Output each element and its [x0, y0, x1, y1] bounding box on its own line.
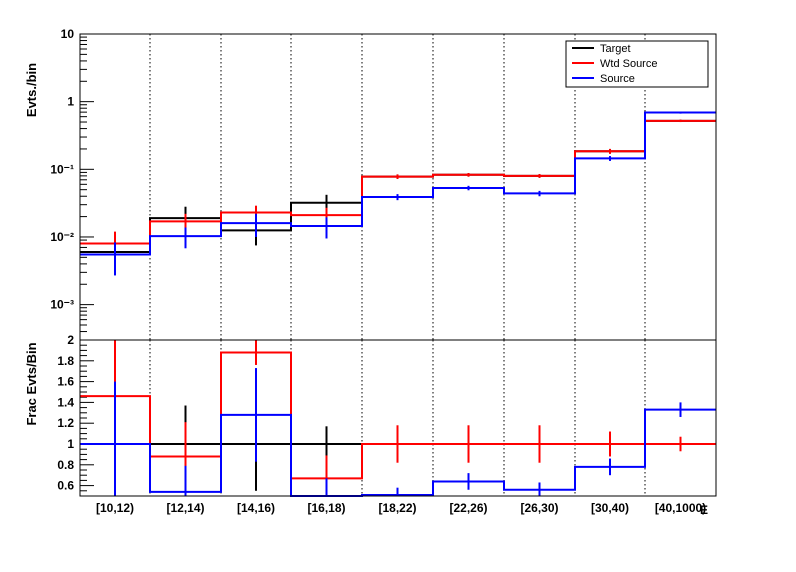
legend-entry-label: Target	[600, 43, 631, 55]
x-category-label: [22,26)	[449, 501, 487, 515]
top-series-wtd-source-line	[80, 119, 716, 245]
x-category-label: [40,1000)	[655, 501, 706, 515]
x-category-label: [12,14)	[166, 501, 204, 515]
top-y-tick-label: 10	[61, 27, 75, 41]
x-category-label: [26,30)	[520, 501, 558, 515]
x-category-label: [10,12)	[96, 501, 134, 515]
bottom-y-tick-label: 1.8	[57, 354, 74, 368]
bottom-y-tick-label: 0.8	[57, 458, 74, 472]
bottom-frame	[79, 339, 717, 497]
top-y-tick-label: 10⁻¹	[50, 162, 74, 176]
bottom-y-tick-label: 0.6	[57, 479, 74, 493]
top-y-tick-label: 10⁻²	[50, 230, 74, 244]
x-category-label: [18,22)	[378, 501, 416, 515]
bottom-y-tick-label: 1	[67, 437, 74, 451]
top-y-tick-label: 1	[67, 95, 74, 109]
bottom-panel: 2 1.8 1.6 1.4 1.2 1 0.8 0.6 Frac Evts/Bin [10,12)…	[24, 333, 717, 517]
top-y-tick-label: 10⁻³	[50, 298, 74, 312]
top-series-target-line	[80, 119, 716, 253]
x-category-label: [30,40)	[591, 501, 629, 515]
bottom-y-tick-label: 1.6	[57, 375, 74, 389]
top-panel: 10 1 10⁻¹ 10⁻² 10⁻³ Evts./bin	[24, 27, 717, 341]
legend-entry-label: Source	[600, 73, 635, 85]
x-category-label: [14,16)	[237, 501, 275, 515]
legend: Target Wtd Source Source	[565, 40, 709, 88]
bottom-y-tick-label: 1.4	[57, 395, 74, 409]
x-category-label: [16,18)	[307, 501, 345, 515]
bottom-y-tick-label: 2	[67, 333, 74, 347]
bottom-y-axis-label: Frac Evts/Bin	[24, 342, 39, 425]
legend-entry-label: Wtd Source	[600, 58, 657, 70]
bottom-y-tick-label: 1.2	[57, 416, 74, 430]
x-axis-label: E	[700, 503, 708, 517]
top-y-axis-label: Evts./bin	[24, 63, 39, 117]
top-series-source-line	[80, 111, 716, 256]
